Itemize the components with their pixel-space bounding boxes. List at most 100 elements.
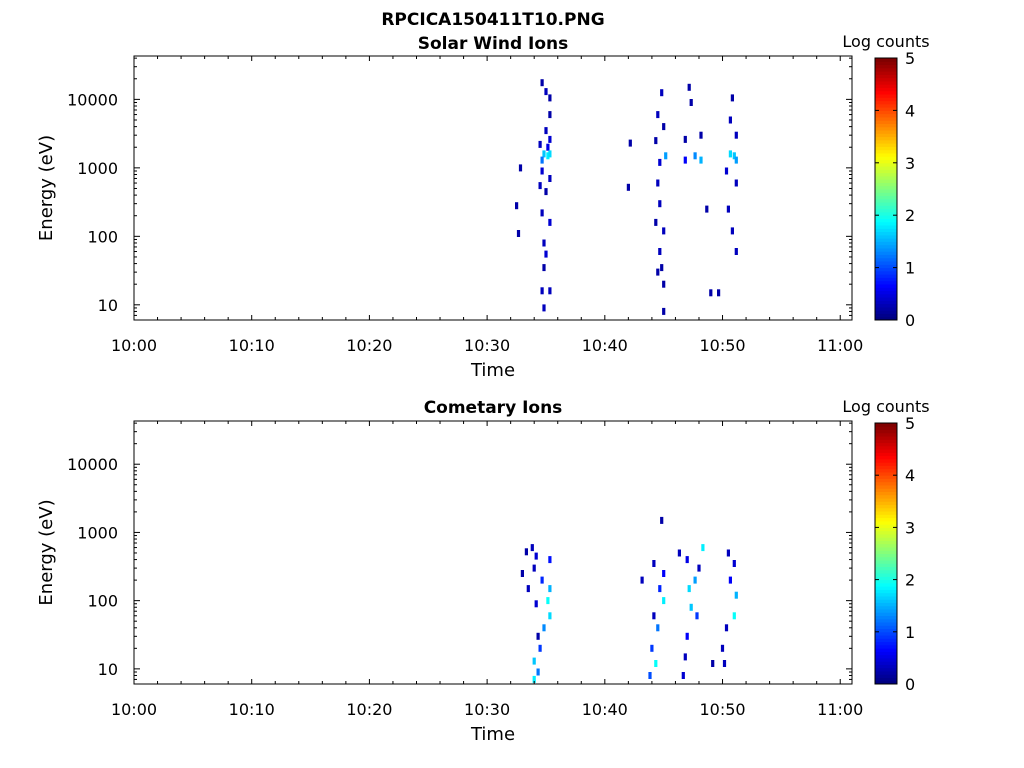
x-tick-label: 10:10 xyxy=(229,700,275,719)
colorbar-segment xyxy=(875,439,897,444)
data-cell xyxy=(648,672,652,679)
colorbar-segment xyxy=(875,540,897,545)
colorbar-segment xyxy=(875,436,897,440)
data-cell xyxy=(515,202,519,210)
colorbar-segment xyxy=(875,228,897,233)
data-cell xyxy=(730,94,734,102)
data-cell xyxy=(728,150,732,158)
data-cell xyxy=(709,289,713,297)
data-cell xyxy=(548,94,552,102)
data-cell xyxy=(658,585,662,593)
data-cell xyxy=(540,287,544,295)
data-cell xyxy=(660,516,664,524)
data-cell xyxy=(726,549,730,557)
x-tick-label: 10:40 xyxy=(582,700,628,719)
data-cell xyxy=(518,164,523,172)
data-cell xyxy=(516,230,521,237)
colorbar-tick-label: 4 xyxy=(905,101,915,120)
colorbar-segment xyxy=(875,569,897,574)
colorbar-segment xyxy=(875,313,897,318)
data-cell xyxy=(660,89,664,97)
x-tick-label: 10:20 xyxy=(346,700,392,719)
colorbar-segment xyxy=(875,618,897,623)
data-cell xyxy=(734,248,738,255)
colorbar-segment xyxy=(875,475,897,479)
data-cell xyxy=(540,156,544,164)
data-cell xyxy=(548,585,552,593)
colorbar-segment xyxy=(875,297,897,301)
colorbar-segment xyxy=(875,426,897,431)
x-tick-label: 10:00 xyxy=(111,700,157,719)
colorbar-segment xyxy=(875,270,897,275)
colorbar-segment xyxy=(875,628,897,633)
data-cell xyxy=(532,657,536,665)
y-tick-label: 1000 xyxy=(77,523,118,542)
data-cell xyxy=(526,585,530,593)
colorbar-segment xyxy=(875,586,897,590)
colorbar-segment xyxy=(875,566,897,571)
colorbar-segment xyxy=(875,657,897,662)
data-cell xyxy=(689,99,693,106)
data-cell xyxy=(662,597,666,605)
colorbar-segment xyxy=(875,149,897,154)
data-cell xyxy=(542,264,546,272)
data-cell xyxy=(732,152,736,160)
colorbar-segment xyxy=(875,625,897,630)
colorbar-segment xyxy=(875,667,897,672)
panel-title: Solar Wind Ions xyxy=(418,34,569,54)
data-cell xyxy=(540,79,544,87)
x-tick-label: 10:10 xyxy=(229,336,275,355)
data-cell xyxy=(734,131,738,139)
colorbar-segment xyxy=(875,680,897,685)
data-cell xyxy=(722,660,727,667)
colorbar-segment xyxy=(875,264,897,269)
data-cell xyxy=(544,88,548,96)
colorbar-segment xyxy=(875,644,897,649)
colorbar-segment xyxy=(875,553,897,558)
colorbar-segment xyxy=(875,582,897,587)
data-cell xyxy=(662,227,666,235)
colorbar-segment xyxy=(875,61,897,66)
colorbar-segment xyxy=(875,303,897,308)
colorbar-segment xyxy=(875,560,897,564)
colorbar-segment xyxy=(875,537,897,541)
colorbar-tick-label: 2 xyxy=(905,571,915,590)
colorbar-segment xyxy=(875,556,897,561)
colorbar-tick-label: 1 xyxy=(905,259,915,278)
data-cell xyxy=(540,576,544,584)
data-cell xyxy=(534,552,538,560)
colorbar-frame xyxy=(874,57,898,321)
colorbar-title: Log counts xyxy=(842,32,929,51)
colorbar-segment xyxy=(875,205,897,210)
colorbar-segment xyxy=(875,116,897,121)
data-cell xyxy=(658,158,662,166)
colorbar-segment xyxy=(875,648,897,652)
x-tick-label: 10:40 xyxy=(582,336,628,355)
colorbar-segment xyxy=(875,478,897,483)
data-cell xyxy=(701,544,705,552)
colorbar-segment xyxy=(875,664,897,669)
colorbar-segment xyxy=(875,71,897,75)
data-cell xyxy=(695,612,699,620)
colorbar-segment xyxy=(875,300,897,305)
colorbar-segment xyxy=(875,238,897,242)
colorbar-segment xyxy=(875,462,897,466)
colorbar-segment xyxy=(875,110,897,115)
data-cell xyxy=(662,280,666,288)
data-cell xyxy=(705,205,709,213)
colorbar-segment xyxy=(875,251,897,255)
y-tick-label: 100 xyxy=(87,227,118,246)
data-cell xyxy=(640,576,644,584)
colorbar-segment xyxy=(875,87,897,92)
x-tick-label: 10:50 xyxy=(699,336,745,355)
x-tick-label: 11:00 xyxy=(817,700,863,719)
data-cell xyxy=(546,597,550,605)
data-cell xyxy=(728,116,732,124)
x-tick-label: 11:00 xyxy=(817,336,863,355)
y-tick-label: 10000 xyxy=(67,455,118,474)
colorbar-segment xyxy=(875,218,897,223)
colorbar-segment xyxy=(875,599,897,603)
colorbar-tick-label: 5 xyxy=(905,414,915,433)
colorbar-segment xyxy=(875,103,897,108)
